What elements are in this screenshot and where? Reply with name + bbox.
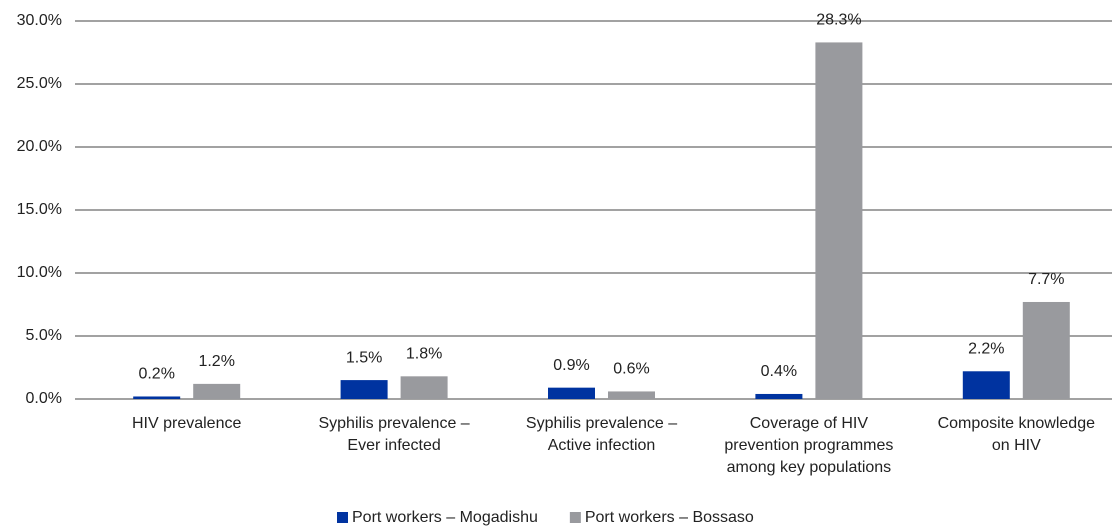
x-tick-label: HIV prevalence — [131, 415, 242, 432]
bar — [133, 396, 181, 399]
value-label: 1.2% — [198, 353, 234, 370]
y-tick-label: 30.0% — [17, 12, 62, 29]
bar — [755, 393, 803, 399]
legend-swatch — [337, 512, 348, 523]
y-tick-label: 10.0% — [17, 264, 62, 281]
bar — [400, 376, 448, 399]
y-tick-label: 20.0% — [17, 138, 62, 155]
y-tick-label: 25.0% — [17, 75, 62, 92]
value-label: 2.2% — [968, 340, 1004, 357]
bar — [193, 383, 241, 399]
y-tick-label: 15.0% — [17, 201, 62, 218]
bar — [340, 380, 388, 399]
bar — [815, 42, 863, 400]
y-tick-label: 5.0% — [26, 327, 62, 344]
value-label: 1.8% — [406, 346, 442, 363]
legend-swatch — [569, 512, 581, 523]
value-label: 1.5% — [346, 349, 382, 366]
x-tick-label: Syphilis prevalence – Ever infected — [318, 415, 470, 454]
bar — [962, 371, 1010, 399]
value-label: 0.9% — [553, 357, 589, 374]
value-label: 0.4% — [761, 363, 797, 380]
x-tick-label: Coverage of HIV prevention programmes am… — [724, 415, 894, 476]
bar — [1022, 301, 1070, 399]
value-label: 0.2% — [138, 366, 174, 383]
bar — [608, 391, 655, 399]
x-tick-label: Syphilis prevalence – Active infection — [525, 415, 678, 454]
legend-label: Port workers – Bossaso — [585, 509, 754, 526]
value-label: 0.6% — [613, 361, 649, 378]
legend-label: Port workers – Mogadishu — [352, 509, 538, 526]
y-tick-label: 0.0% — [26, 390, 62, 407]
value-label: 28.3% — [816, 12, 861, 29]
bar — [548, 387, 595, 399]
x-tick-label: Composite knowledge on HIV — [937, 415, 1095, 454]
value-label: 7.7% — [1028, 271, 1064, 288]
